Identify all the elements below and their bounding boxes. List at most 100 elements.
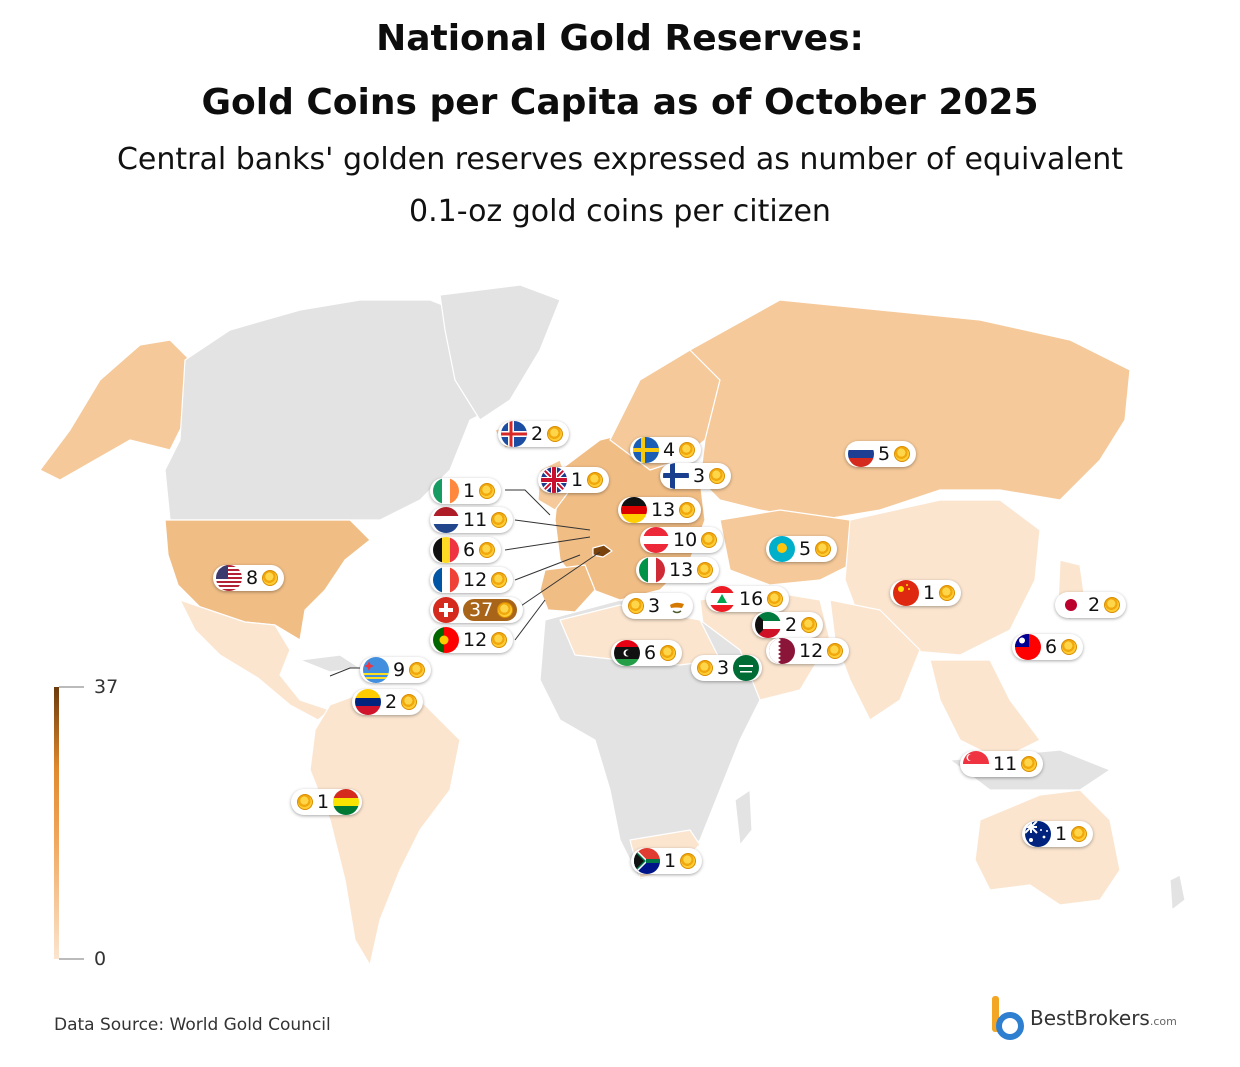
coin-count-au: 1 (1055, 823, 1068, 845)
flag-icon-qa (769, 638, 795, 664)
gold-coin-icon (709, 468, 726, 484)
coin-count-lb: 16 (739, 588, 764, 610)
region-alaska (39, 339, 191, 481)
leader-line-portugal (514, 599, 546, 641)
country-label-ru: 5 (845, 441, 917, 467)
gold-coin-icon (547, 426, 564, 442)
leader-line-ireland (505, 489, 551, 516)
country-label-ve: 2 (352, 689, 424, 715)
country-label-ch: 37 (430, 597, 524, 623)
gold-coin-icon (701, 532, 718, 548)
gold-coin-icon (628, 598, 644, 614)
coin-count-ch: 37 (469, 599, 494, 621)
gold-coin-icon (479, 542, 496, 558)
leader-line-netherlands (514, 519, 591, 531)
coin-count-fr: 12 (463, 569, 488, 591)
coin-count-gb: 1 (571, 469, 584, 491)
gold-coin-icon (815, 541, 832, 557)
region-iberia (539, 564, 596, 613)
flag-icon-sa (733, 655, 760, 681)
country-label-us: 8 (213, 565, 285, 591)
flag-icon-us (216, 565, 242, 591)
country-label-kz: 5 (766, 536, 838, 562)
coin-count-za: 1 (664, 850, 677, 872)
chart-subtitle-line2: 0.1-oz gold coins per citizen (409, 194, 831, 229)
gold-coin-icon (1061, 639, 1078, 655)
country-label-fr: 12 (430, 567, 514, 593)
country-label-qa: 12 (766, 638, 850, 664)
country-label-is: 2 (498, 421, 570, 447)
flag-icon-ly (614, 640, 640, 666)
flag-icon-jp (1058, 592, 1084, 618)
gold-coin-icon (1071, 826, 1088, 842)
country-label-bo: 1 (291, 789, 363, 815)
gold-coin-icon (497, 602, 514, 618)
coin-count-ru: 5 (878, 443, 891, 465)
flag-icon-cn (893, 580, 919, 606)
gold-coin-icon (491, 572, 508, 588)
gold-coin-icon (680, 853, 697, 869)
flag-icon-nl (433, 507, 459, 533)
region-caribbean (299, 654, 361, 673)
legend-min-label: 0 (94, 948, 107, 970)
gold-coin-icon (697, 660, 713, 676)
region-russia (689, 299, 1131, 521)
flag-icon-ie (433, 478, 459, 504)
country-label-sa: 3 (691, 655, 763, 681)
gold-coin-icon (827, 643, 844, 659)
gold-coin-icon (1021, 756, 1038, 772)
flag-icon-fr (433, 567, 459, 593)
gold-coin-icon (409, 662, 426, 678)
gold-coin-icon (697, 562, 714, 578)
coin-count-kz: 5 (799, 538, 812, 560)
gold-coin-icon (801, 617, 818, 633)
region-south-america (309, 689, 461, 966)
gold-coin-icon (491, 512, 508, 528)
brand-logo: BestBrokers.com (990, 994, 1177, 1042)
flag-icon-tw (1015, 634, 1041, 660)
gold-coin-icon (660, 645, 677, 661)
flag-icon-it (639, 557, 665, 583)
country-label-at: 10 (640, 527, 724, 553)
country-label-lb: 16 (706, 586, 790, 612)
flag-icon-cy (664, 593, 691, 619)
flag-icon-kw (755, 612, 781, 638)
flag-icon-fi (663, 463, 689, 489)
flag-icon-pt (433, 627, 459, 653)
coin-count-ie: 1 (463, 480, 476, 502)
country-label-nl: 11 (430, 507, 514, 533)
coin-count-bo: 1 (317, 791, 330, 813)
country-label-sg: 11 (960, 751, 1044, 777)
gold-coin-icon (939, 585, 956, 601)
country-label-ie: 1 (430, 478, 502, 504)
flag-icon-au (1025, 821, 1051, 847)
country-label-pt: 12 (430, 627, 514, 653)
gold-coin-icon (587, 472, 604, 488)
chart-subtitle-line1: Central banks' golden reserves expressed… (116, 142, 1124, 177)
data-source: Data Source: World Gold Council (54, 1015, 331, 1035)
flag-icon-be (433, 537, 459, 563)
flag-icon-sg (963, 751, 989, 777)
chart-title-line1: National Gold Reserves: (376, 18, 864, 59)
country-label-be: 6 (430, 537, 502, 563)
gold-coin-icon (401, 694, 418, 710)
coin-count-is: 2 (531, 423, 544, 445)
flag-icon-aw (363, 657, 389, 683)
gold-coin-icon (479, 483, 496, 499)
leader-line-france (514, 554, 581, 581)
region-madagascar (734, 789, 753, 846)
flag-icon-ru (848, 441, 874, 467)
legend-max-label: 37 (94, 676, 119, 698)
gold-coin-icon (894, 446, 911, 462)
coin-count-se: 4 (663, 439, 676, 461)
flag-icon-lb (709, 586, 735, 612)
leader-line-switzerland (514, 551, 601, 611)
country-label-au: 1 (1022, 821, 1094, 847)
flag-icon-kz (769, 536, 795, 562)
country-label-za: 1 (631, 848, 703, 874)
coin-count-pt: 12 (463, 629, 488, 651)
coin-count-tw: 6 (1045, 636, 1058, 658)
flag-icon-bo (333, 789, 360, 815)
coin-count-ve: 2 (385, 691, 398, 713)
gold-coin-icon (679, 442, 696, 458)
